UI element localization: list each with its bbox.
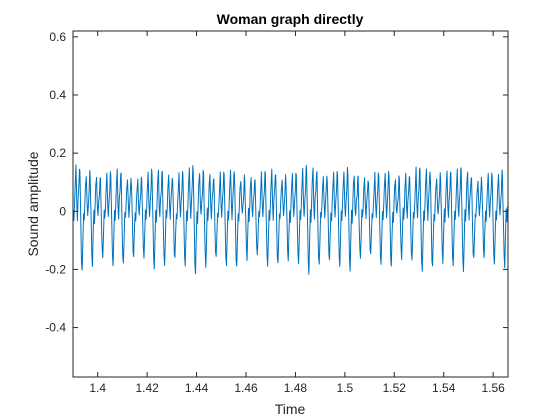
- x-tick-label: 1.48: [284, 381, 308, 395]
- y-tick-label: -0.4: [45, 321, 66, 335]
- x-tick-label: 1.44: [185, 381, 209, 395]
- x-tick-label: 1.52: [383, 381, 407, 395]
- chart-title: Woman graph directly: [217, 11, 364, 27]
- x-tick-label: 1.4: [89, 381, 106, 395]
- x-tick-label: 1.54: [432, 381, 456, 395]
- y-tick-label: -0.2: [45, 262, 66, 276]
- x-tick-label: 1.5: [337, 381, 354, 395]
- y-tick-label: 0.6: [49, 30, 66, 44]
- x-tick-label: 1.56: [481, 381, 505, 395]
- y-tick-label: 0: [59, 204, 66, 218]
- x-tick-label: 1.42: [135, 381, 159, 395]
- y-axis-label: Sound amplitude: [25, 151, 41, 256]
- x-axis-label: Time: [275, 401, 306, 417]
- y-tick-label: 0.4: [49, 88, 66, 102]
- x-tick-label: 1.46: [234, 381, 258, 395]
- y-tick-label: 0.2: [49, 146, 66, 160]
